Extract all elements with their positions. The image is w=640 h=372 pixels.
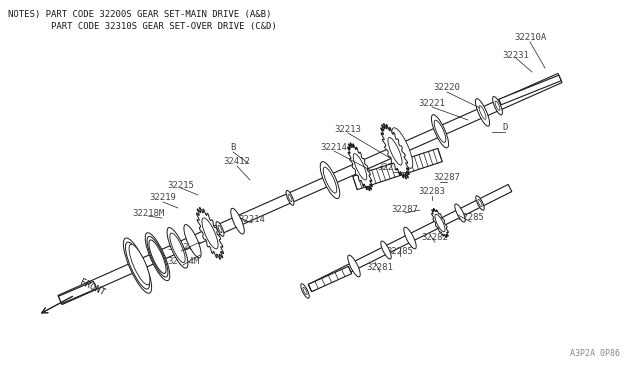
- Text: 32412: 32412: [223, 157, 250, 167]
- Ellipse shape: [435, 214, 445, 232]
- Text: 32281: 32281: [367, 263, 394, 273]
- Text: 32218M: 32218M: [132, 208, 164, 218]
- Ellipse shape: [286, 190, 294, 205]
- Polygon shape: [381, 124, 409, 179]
- Polygon shape: [431, 209, 449, 237]
- Ellipse shape: [381, 241, 391, 259]
- Text: 32227: 32227: [168, 244, 195, 253]
- Text: 32220: 32220: [433, 83, 460, 93]
- Polygon shape: [499, 75, 561, 105]
- Ellipse shape: [479, 106, 486, 119]
- Text: 32214: 32214: [321, 144, 348, 153]
- Ellipse shape: [124, 238, 152, 293]
- Text: FRONT: FRONT: [78, 278, 106, 298]
- Text: A3P2A 0P86: A3P2A 0P86: [570, 349, 620, 358]
- Text: 32231: 32231: [502, 51, 529, 60]
- Text: 32219M: 32219M: [377, 164, 409, 173]
- Text: 32285: 32285: [387, 247, 413, 257]
- Polygon shape: [196, 208, 223, 259]
- Text: 32283: 32283: [419, 187, 445, 196]
- Ellipse shape: [202, 218, 218, 249]
- Text: B: B: [230, 144, 236, 153]
- Text: 32287: 32287: [433, 173, 460, 183]
- Polygon shape: [308, 185, 512, 292]
- Ellipse shape: [218, 225, 222, 232]
- Ellipse shape: [301, 284, 309, 298]
- Polygon shape: [58, 73, 562, 305]
- Ellipse shape: [493, 96, 502, 115]
- Text: 32287: 32287: [392, 205, 419, 215]
- Text: NOTES) PART CODE 32200S GEAR SET-MAIN DRIVE (A&B): NOTES) PART CODE 32200S GEAR SET-MAIN DR…: [8, 10, 271, 19]
- Polygon shape: [353, 148, 442, 190]
- Text: 32285: 32285: [458, 214, 484, 222]
- Ellipse shape: [431, 115, 449, 148]
- Ellipse shape: [320, 162, 340, 199]
- Text: 32215: 32215: [168, 180, 195, 189]
- Text: 32221: 32221: [419, 99, 445, 108]
- Ellipse shape: [231, 208, 244, 234]
- Ellipse shape: [184, 225, 201, 258]
- Ellipse shape: [149, 240, 166, 273]
- Ellipse shape: [495, 101, 500, 110]
- Ellipse shape: [147, 236, 168, 277]
- Ellipse shape: [170, 233, 185, 263]
- Text: 32214: 32214: [239, 215, 266, 224]
- Text: 32282: 32282: [422, 234, 449, 243]
- Text: 32414M: 32414M: [167, 257, 199, 266]
- Ellipse shape: [145, 233, 170, 280]
- Ellipse shape: [303, 288, 307, 295]
- Polygon shape: [58, 281, 97, 304]
- Ellipse shape: [323, 167, 337, 193]
- Ellipse shape: [167, 228, 188, 268]
- Text: D: D: [502, 124, 508, 132]
- Text: 32210A: 32210A: [514, 33, 546, 42]
- Ellipse shape: [288, 194, 292, 202]
- Ellipse shape: [476, 99, 490, 126]
- Ellipse shape: [125, 242, 150, 289]
- Text: PART CODE 32310S GEAR SET-OVER DRIVE (C&D): PART CODE 32310S GEAR SET-OVER DRIVE (C&…: [8, 22, 276, 31]
- Ellipse shape: [392, 128, 413, 168]
- Text: 32213: 32213: [335, 125, 362, 135]
- Ellipse shape: [476, 196, 484, 210]
- Ellipse shape: [455, 204, 465, 222]
- Ellipse shape: [348, 255, 360, 277]
- Ellipse shape: [434, 120, 446, 142]
- Ellipse shape: [353, 154, 367, 180]
- Polygon shape: [308, 266, 351, 292]
- Text: 32219: 32219: [150, 193, 177, 202]
- Ellipse shape: [216, 222, 224, 236]
- Polygon shape: [348, 143, 372, 191]
- Ellipse shape: [404, 227, 416, 249]
- Ellipse shape: [388, 137, 402, 165]
- Ellipse shape: [478, 199, 482, 206]
- Ellipse shape: [129, 244, 150, 285]
